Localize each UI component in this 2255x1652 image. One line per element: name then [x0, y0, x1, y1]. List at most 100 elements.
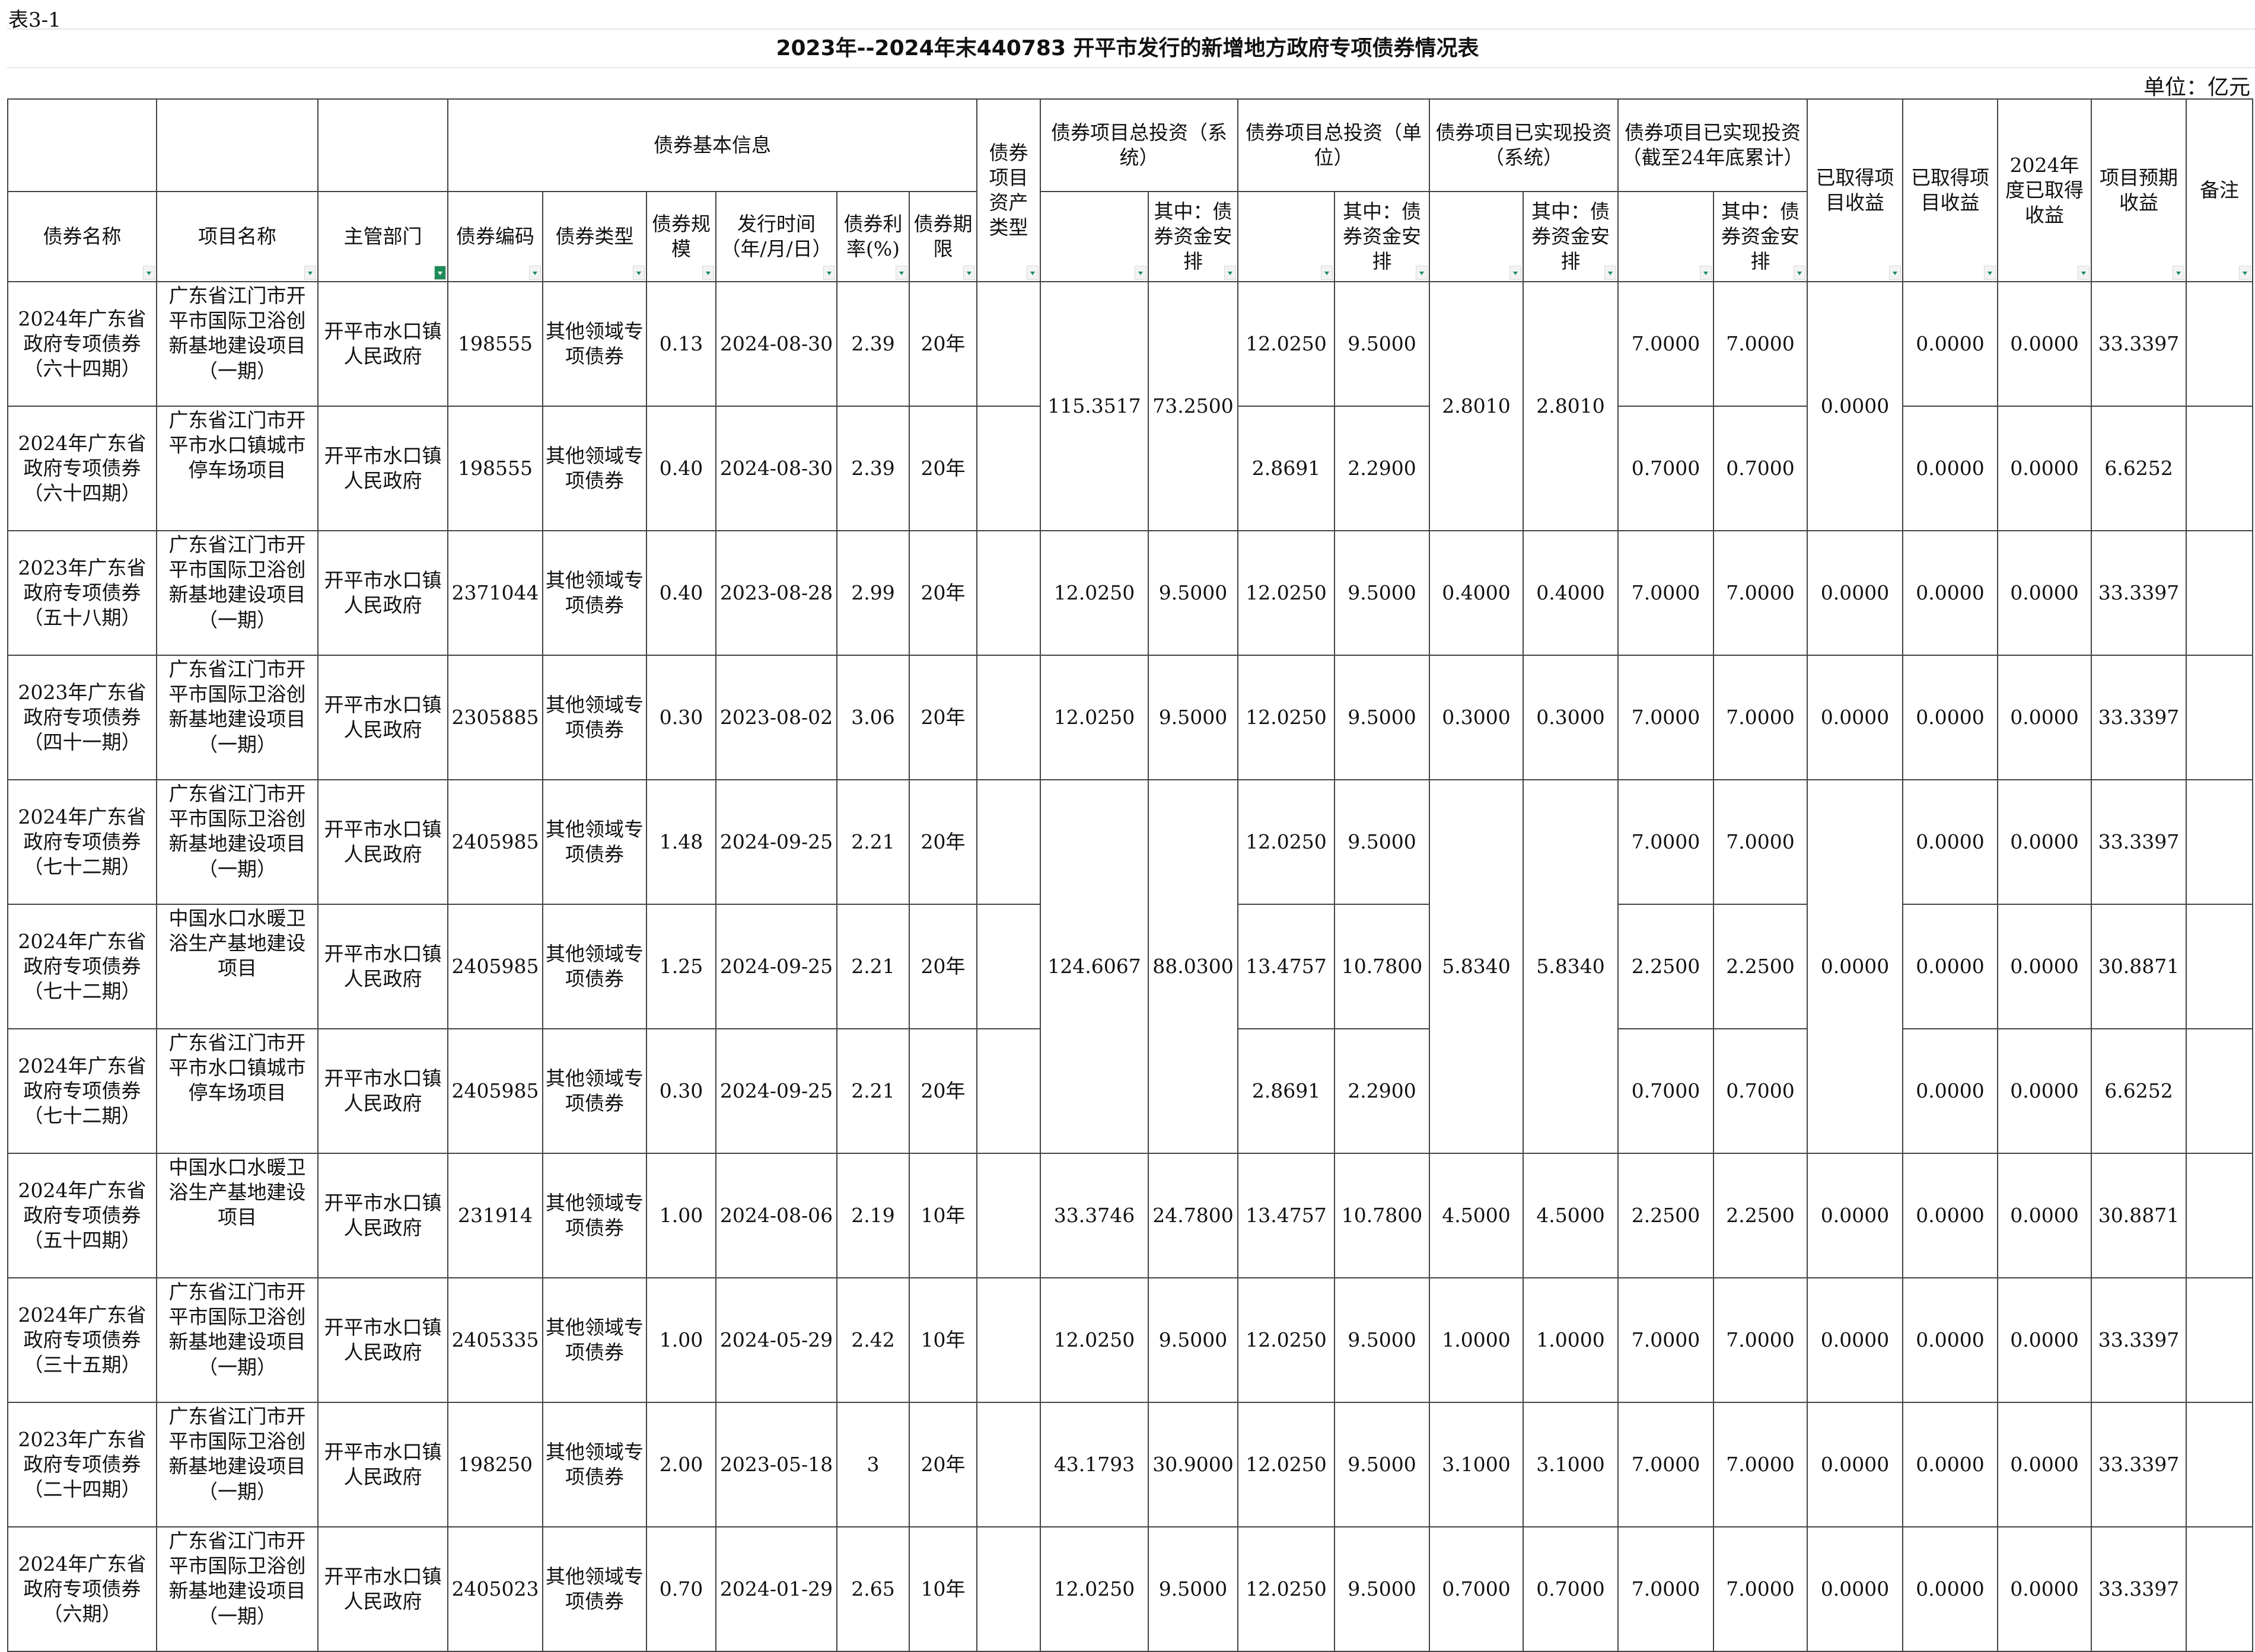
cell-expected-income[interactable]: 33.3397	[2091, 1277, 2187, 1403]
cell-issue-date[interactable]: 2023-08-28	[715, 530, 837, 656]
cell-realized-cumulative[interactable]: 7.0000	[1617, 1277, 1714, 1403]
column-header[interactable]: 债券期限	[909, 191, 977, 282]
filter-dropdown-icon[interactable]	[1794, 266, 1805, 280]
filter-dropdown-icon[interactable]	[823, 266, 835, 280]
cell-expected-income[interactable]: 33.3397	[2091, 1526, 2187, 1652]
cell-remarks[interactable]	[2186, 655, 2253, 780]
column-header[interactable]: 主管部门	[317, 191, 448, 282]
cell-expected-income[interactable]: 33.3397	[2091, 655, 2187, 780]
cell-total-invest-unit[interactable]: 12.0250	[1237, 281, 1335, 407]
filter-dropdown-icon[interactable]	[963, 266, 975, 280]
cell-realized-system-bond-funds[interactable]: 1.0000	[1523, 1277, 1619, 1403]
cell-department[interactable]: 开平市水口镇人民政府	[317, 530, 448, 656]
cell-income-obtained-2[interactable]: 0.0000	[1902, 406, 1998, 531]
cell-total-invest-system[interactable]: 12.0250	[1040, 655, 1149, 780]
cell-income-obtained-2[interactable]: 0.0000	[1902, 1153, 1998, 1278]
cell-total-invest-system-bond-funds[interactable]: 9.5000	[1148, 1277, 1238, 1403]
cell-remarks[interactable]	[2186, 1028, 2253, 1154]
header-remarks[interactable]: 备注	[2186, 98, 2253, 282]
cell-total-invest-unit-bond-funds[interactable]: 9.5000	[1334, 1402, 1430, 1527]
cell-bond-code[interactable]: 2371044	[447, 530, 543, 656]
cell-total-invest-unit-bond-funds[interactable]: 9.5000	[1334, 779, 1430, 905]
cell-bond-type[interactable]: 其他领域专项债券	[542, 779, 647, 905]
cell-project-name[interactable]: 广东省江门市开平市国际卫浴创新基地建设项目（一期）	[156, 779, 318, 905]
column-header[interactable]: 债券利率(%)	[836, 191, 910, 282]
cell-realized-cumulative-bond-funds[interactable]: 7.0000	[1713, 281, 1808, 407]
column-header[interactable]: 债券名称	[7, 191, 157, 282]
cell-bond-scale[interactable]: 0.30	[646, 1028, 716, 1154]
cell-realized-system[interactable]: 0.7000	[1429, 1526, 1524, 1652]
filter-dropdown-icon[interactable]	[1604, 266, 1616, 280]
filter-active-icon[interactable]	[434, 266, 446, 280]
cell-total-invest-system[interactable]: 12.0250	[1040, 1277, 1149, 1403]
cell-department[interactable]: 开平市水口镇人民政府	[317, 281, 448, 407]
cell-interest-rate[interactable]: 2.39	[836, 406, 910, 531]
cell-bond-name[interactable]: 2024年广东省政府专项债券（五十四期）	[7, 1153, 157, 1278]
cell-income-2024[interactable]: 0.0000	[1997, 1526, 2092, 1652]
cell-realized-system[interactable]: 0.4000	[1429, 530, 1524, 656]
cell-bond-name[interactable]: 2024年广东省政府专项债券（六期）	[7, 1526, 157, 1652]
cell-bond-term[interactable]: 20年	[909, 1402, 977, 1527]
cell-realized-cumulative[interactable]: 0.7000	[1617, 406, 1714, 531]
cell-bond-code[interactable]: 198555	[447, 406, 543, 531]
cell-income-2024[interactable]: 0.0000	[1997, 281, 2092, 407]
cell-income-2024[interactable]: 0.0000	[1997, 1153, 2092, 1278]
cell-total-invest-system-bond-funds[interactable]: 24.7800	[1148, 1153, 1238, 1278]
header-expected-income[interactable]: 项目预期收益	[2091, 98, 2187, 282]
cell-realized-system-bond-funds[interactable]: 0.3000	[1523, 655, 1619, 780]
column-header-blank[interactable]	[1040, 191, 1149, 282]
cell-total-invest-unit[interactable]: 12.0250	[1237, 530, 1335, 656]
cell-income-obtained-2[interactable]: 0.0000	[1902, 1526, 1998, 1652]
cell-realized-system-bond-funds[interactable]: 4.5000	[1523, 1153, 1619, 1278]
cell-remarks[interactable]	[2186, 1153, 2253, 1278]
cell-bond-term[interactable]: 20年	[909, 281, 977, 407]
cell-total-invest-unit[interactable]: 12.0250	[1237, 1526, 1335, 1652]
cell-income-obtained-2[interactable]: 0.0000	[1902, 1402, 1998, 1527]
cell-total-invest-unit-bond-funds[interactable]: 9.5000	[1334, 530, 1430, 656]
cell-bond-code[interactable]: 2405023	[447, 1526, 543, 1652]
column-header[interactable]: 债券类型	[542, 191, 647, 282]
cell-income-obtained[interactable]: 0.0000	[1807, 1526, 1903, 1652]
cell-bond-code[interactable]: 198250	[447, 1402, 543, 1527]
cell-bond-scale[interactable]: 0.40	[646, 530, 716, 656]
filter-dropdown-icon[interactable]	[702, 266, 714, 280]
filter-dropdown-icon[interactable]	[2078, 266, 2090, 280]
cell-total-invest-unit-bond-funds[interactable]: 10.7800	[1334, 1153, 1430, 1278]
cell-income-2024[interactable]: 0.0000	[1997, 530, 2092, 656]
cell-interest-rate[interactable]: 2.99	[836, 530, 910, 656]
cell-department[interactable]: 开平市水口镇人民政府	[317, 1277, 448, 1403]
cell-total-invest-unit-bond-funds[interactable]: 2.2900	[1334, 406, 1430, 531]
column-header-of-which[interactable]: 其中：债券资金安排	[1148, 191, 1238, 282]
cell-total-invest-system[interactable]: 33.3746	[1040, 1153, 1149, 1278]
cell-realized-system-bond-funds[interactable]: 5.8340	[1523, 779, 1619, 1154]
cell-income-obtained-2[interactable]: 0.0000	[1902, 655, 1998, 780]
cell-bond-name[interactable]: 2024年广东省政府专项债券（六十四期）	[7, 281, 157, 407]
filter-dropdown-icon[interactable]	[143, 266, 155, 280]
cell-project-name[interactable]: 广东省江门市开平市国际卫浴创新基地建设项目（一期）	[156, 1402, 318, 1527]
filter-dropdown-icon[interactable]	[1509, 266, 1521, 280]
cell-income-obtained-2[interactable]: 0.0000	[1902, 281, 1998, 407]
cell-realized-cumulative-bond-funds[interactable]: 2.2500	[1713, 904, 1808, 1029]
cell-issue-date[interactable]: 2024-05-29	[715, 1277, 837, 1403]
cell-department[interactable]: 开平市水口镇人民政府	[317, 406, 448, 531]
cell-realized-cumulative[interactable]: 7.0000	[1617, 779, 1714, 905]
cell-bond-scale[interactable]: 2.00	[646, 1402, 716, 1527]
cell-expected-income[interactable]: 33.3397	[2091, 1402, 2187, 1527]
cell-bond-term[interactable]: 20年	[909, 779, 977, 905]
cell-income-obtained-2[interactable]: 0.0000	[1902, 1028, 1998, 1154]
cell-bond-code[interactable]: 2305885	[447, 655, 543, 780]
cell-realized-system-bond-funds[interactable]: 0.7000	[1523, 1526, 1619, 1652]
cell-bond-code[interactable]: 198555	[447, 281, 543, 407]
cell-total-invest-system[interactable]: 12.0250	[1040, 1526, 1149, 1652]
header-income-obtained-2[interactable]: 已取得项目收益	[1902, 98, 1998, 282]
column-header[interactable]: 发行时间（年/月/日）	[715, 191, 837, 282]
cell-income-obtained[interactable]: 0.0000	[1807, 1277, 1903, 1403]
cell-asset-type[interactable]	[976, 1153, 1041, 1278]
cell-interest-rate[interactable]: 2.21	[836, 779, 910, 905]
cell-income-obtained[interactable]: 0.0000	[1807, 1402, 1903, 1527]
cell-realized-cumulative-bond-funds[interactable]: 7.0000	[1713, 779, 1808, 905]
cell-issue-date[interactable]: 2024-08-30	[715, 406, 837, 531]
cell-bond-term[interactable]: 10年	[909, 1526, 977, 1652]
cell-bond-scale[interactable]: 0.13	[646, 281, 716, 407]
filter-dropdown-icon[interactable]	[1224, 266, 1236, 280]
